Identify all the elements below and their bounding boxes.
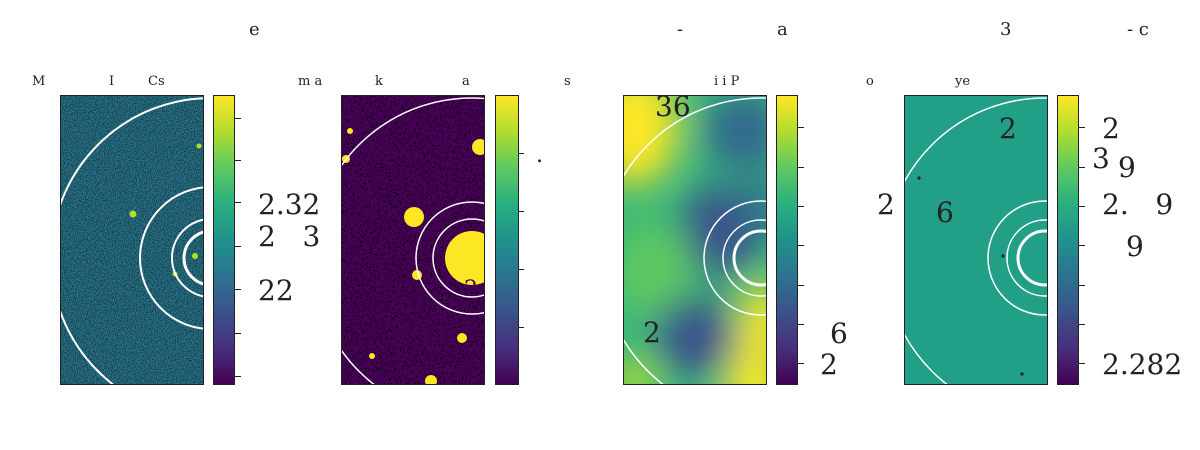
panel-4-cbar-label-1: 2: [1102, 112, 1120, 145]
panel-1-label-c: Cs: [148, 74, 165, 89]
panel-1-cbar-tick: [235, 160, 241, 162]
panel-4-cbar-tick: [1079, 324, 1085, 326]
panel-4-left-label: 2: [877, 188, 895, 221]
panel-2-cbar-tick: [518, 153, 524, 155]
panel-4-label-a: o: [866, 74, 874, 89]
panel-1-label-a: M: [32, 74, 46, 89]
panel-4-cbar-tick: [1079, 285, 1085, 287]
panel-3-cbar-tick: [798, 167, 804, 169]
panel-2-colorbar: [495, 95, 519, 385]
panel-4-cbar-tick: [1079, 127, 1085, 129]
panel-1-cbar-label-3: 22: [258, 274, 294, 307]
panel-1-colorbar: [213, 95, 235, 385]
panel-4-cbar-label-3: 9: [1118, 151, 1136, 184]
panel-4-cbar-label-5: 9: [1126, 230, 1144, 263]
panel-2-label-d: s: [564, 74, 571, 89]
panel-4-label-b: ye: [955, 74, 971, 89]
top-label-4: 3: [1000, 19, 1012, 40]
panel-4-cbar-tick: [1079, 245, 1085, 247]
top-label-3: a: [777, 19, 788, 40]
panel-1-cbar-label-2: 2 3: [258, 220, 321, 253]
panel-1-cbar-tick: [235, 289, 241, 291]
panel-2-image: 2: [341, 95, 485, 385]
panel-4-image-label-2: 6: [936, 196, 954, 229]
panel-1-cbar-tick: [235, 333, 241, 335]
panel-3-cbar-tick: [798, 285, 804, 287]
panel-3-cbar-tick: [798, 324, 804, 326]
panel-3-cbar-label-1: 6: [830, 317, 848, 350]
panel-1-image: [60, 95, 204, 385]
panel-3-image-label-1: 36: [655, 90, 691, 123]
top-label-1: e: [249, 19, 260, 40]
top-label-5: - c: [1127, 19, 1149, 40]
panel-3-cbar-tick: [798, 206, 804, 208]
panel-2-cbar-tick: [518, 269, 524, 271]
panel-3-cbar-tick: [798, 127, 804, 129]
top-label-2: -: [677, 19, 684, 40]
panel-3-cbar-tick: [798, 245, 804, 247]
panel-4-cbar-label-4: 2. 9: [1102, 188, 1174, 221]
panel-2-cbar-label-1: .: [536, 143, 543, 168]
panel-3-image-label-2: 2: [643, 316, 661, 349]
panel-1-cbar-tick: [235, 246, 241, 248]
panel-2-cbar-tick: [518, 211, 524, 213]
panel-4-cbar-tick: [1079, 167, 1085, 169]
panel-2-cbar-tick: [518, 327, 524, 329]
panel-3-image: [623, 95, 767, 385]
panel-3-cbar-label-2: 2: [820, 348, 838, 381]
panel-1-cbar-label-1: 2.32: [258, 188, 321, 221]
panel-2-label-a: m a: [298, 74, 323, 89]
panel-1-cbar-tick: [235, 376, 241, 378]
panel-2-image-label: 2: [464, 277, 478, 302]
panel-3-cbar-tick: [798, 363, 804, 365]
panel-4-cbar-tick: [1079, 206, 1085, 208]
panel-4-image-label-1: 2: [999, 112, 1017, 145]
panel-1-cbar-tick: [235, 118, 241, 120]
panel-4-colorbar: [1057, 95, 1079, 385]
panel-4-cbar-label-6: 2.282: [1102, 348, 1183, 381]
panel-4-cbar-label-2: 3: [1092, 142, 1110, 175]
panel-2-label-b: k: [375, 74, 383, 89]
panel-4-cbar-tick: [1079, 363, 1085, 365]
panel-1-cbar-tick: [235, 202, 241, 204]
panel-1-label-b: I: [109, 74, 115, 89]
panel-3-label-a: i i P: [714, 74, 740, 89]
panel-4-image: [904, 95, 1048, 385]
panel-2-label-c: a: [462, 74, 470, 89]
panel-3-colorbar: [776, 95, 798, 385]
